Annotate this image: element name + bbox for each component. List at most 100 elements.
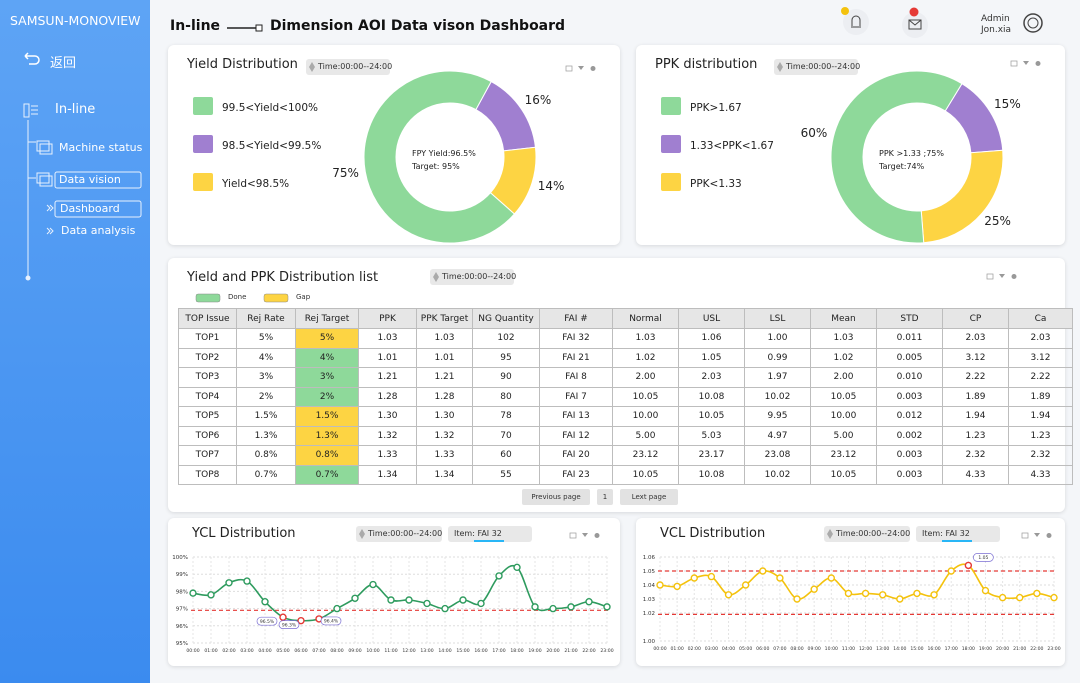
x-tick-label: 13:00 (420, 648, 433, 654)
table-cell: 3% (295, 367, 359, 388)
tool-icon (590, 66, 596, 71)
column-header: STD (876, 308, 943, 329)
legend-label: Gap (296, 293, 311, 301)
nav-item[interactable]: Data vision (59, 173, 121, 186)
x-tick-label: 17:00 (945, 646, 958, 652)
item-filter[interactable]: Item: FAI 32 (454, 529, 502, 538)
nav-item[interactable]: Machine status (59, 141, 143, 154)
x-tick-label: 11:00 (384, 648, 397, 654)
table-cell: 1.03 (810, 328, 877, 349)
card-title: YCL Distribution (192, 526, 296, 541)
x-tick-label: 05:00 (739, 646, 752, 652)
data-table: TOP Issue Rej Rate Rej Target PPK PPK Target… (178, 308, 1073, 485)
time-filter[interactable]: Time:00:00--24:00 (836, 529, 911, 538)
tool-icon (1046, 533, 1052, 538)
table-row: TOP4 2% 2% 1.28 1.28 80 FAI 7 10.05 10.08 10.02 10… (178, 386, 1073, 407)
page-button[interactable]: Lext page (620, 489, 678, 505)
data-point (459, 596, 467, 604)
x-tick-label: 13:00 (876, 646, 889, 652)
legend-label: 98.5<Yield<99.5% (222, 140, 322, 152)
back-link[interactable]: 返回 (50, 56, 77, 71)
data-point (585, 598, 593, 606)
table-cell: 1.01 (416, 347, 473, 368)
data-point (189, 589, 197, 597)
item-underline (942, 540, 972, 542)
table-cell: 10.08 (678, 464, 745, 485)
time-pill (430, 269, 514, 285)
y-tick-label: 1.00 (643, 639, 656, 645)
data-point (930, 591, 938, 599)
tool-icon (1010, 60, 1018, 67)
time-filter[interactable]: Time:00:00--24:00 (368, 529, 443, 538)
donut-segment (363, 70, 516, 244)
x-tick-label: 23:00 (1047, 646, 1060, 652)
page-button[interactable]: Previous page (522, 489, 590, 505)
data-point (998, 593, 1007, 602)
table-cell: 55 (472, 464, 540, 485)
table-cell: 0.8% (236, 445, 296, 466)
column-header: Mean (810, 308, 877, 329)
table-cell: 5% (236, 328, 296, 349)
table-cell: 1.28 (358, 386, 417, 407)
data-point (441, 604, 449, 613)
y-tick-label: 99% (176, 572, 188, 578)
table-cell: 4.33 (1008, 464, 1073, 485)
tool-icon (999, 274, 1005, 278)
item-filter[interactable]: Item: FAI 32 (922, 529, 970, 538)
column-header: PPK Target (416, 308, 473, 329)
nav-item[interactable]: In-line (55, 102, 96, 117)
legend-swatch (195, 293, 221, 303)
value-label-pill (972, 553, 994, 562)
time-filter[interactable]: Time:00:00--24:00 (442, 272, 517, 281)
item-underline (474, 540, 504, 542)
nav-item[interactable]: Dashboard (60, 202, 120, 215)
table-cell: 1.3% (295, 425, 359, 446)
pill-icon (777, 62, 783, 72)
table-cell: 0.7% (295, 464, 359, 485)
table-cell: 2.22 (1008, 367, 1073, 388)
x-tick-label: 14:00 (438, 648, 451, 654)
data-point (549, 604, 557, 613)
donut-label: 16% (524, 93, 552, 108)
tool-icon (1021, 532, 1029, 539)
y-tick-label: 1.05 (643, 569, 656, 575)
donut-segment (920, 149, 1004, 244)
time-pill (774, 59, 858, 75)
table-cell: 0.002 (876, 425, 943, 446)
x-tick-label: 09:00 (808, 646, 821, 652)
table-cell: 10.02 (744, 386, 811, 407)
table-cell: 1.30 (358, 406, 417, 427)
table-cell: 10.05 (678, 406, 745, 427)
data-point (759, 567, 767, 575)
data-point (603, 603, 611, 611)
time-filter[interactable]: Time:00:00--24:00 (786, 62, 861, 71)
page-button[interactable]: 1 (597, 489, 613, 505)
time-filter[interactable]: Time:00:00--24:00 (318, 62, 393, 71)
header-row: TOP Issue Rej Rate Rej Target PPK PPK Target… (178, 308, 1073, 329)
column-header: PPK (358, 308, 417, 329)
table-cell: 1.03 (358, 328, 417, 349)
x-tick-label: 23:00 (600, 648, 613, 654)
user-name: Jon.xia (981, 25, 1012, 35)
x-tick-label: 16:00 (474, 648, 487, 654)
table-cell: 10.05 (612, 386, 679, 407)
table-cell: 1.34 (416, 464, 473, 485)
x-tick-label: 01:00 (671, 646, 684, 652)
table-cell: TOP6 (178, 425, 237, 446)
table-cell: 1.32 (416, 425, 473, 446)
data-point (810, 585, 818, 593)
nav-item[interactable]: Data analysis (61, 224, 136, 237)
x-tick-label: 11:00 (842, 646, 855, 652)
x-tick-label: 18:00 (962, 646, 975, 652)
table-cell: 10.08 (678, 386, 745, 407)
table-cell: FAI 32 (539, 328, 613, 349)
time-pill (824, 526, 910, 542)
donut-center-text: Target: 95% (412, 162, 460, 171)
table-cell: 78 (472, 406, 540, 427)
sidebar (0, 0, 150, 683)
table-cell: 1.21 (358, 367, 417, 388)
donut-label: 25% (984, 213, 1011, 228)
column-header: Rej Target (295, 308, 359, 329)
data-point (827, 574, 836, 582)
